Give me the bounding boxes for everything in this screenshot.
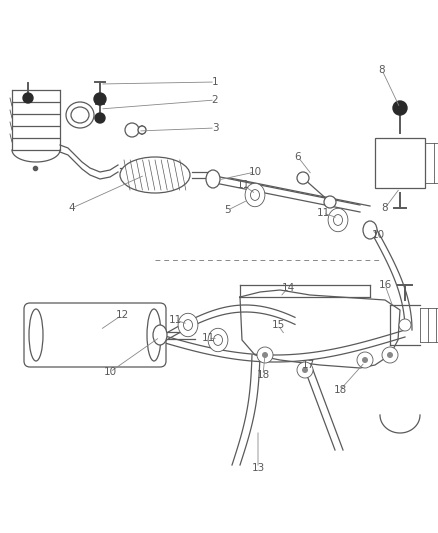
Ellipse shape bbox=[178, 313, 198, 337]
Circle shape bbox=[94, 93, 106, 105]
Circle shape bbox=[261, 352, 267, 358]
Ellipse shape bbox=[29, 309, 43, 361]
Text: 17: 17 bbox=[301, 360, 314, 370]
Text: 10: 10 bbox=[371, 230, 384, 240]
Text: 15: 15 bbox=[271, 320, 284, 330]
Ellipse shape bbox=[71, 107, 89, 123]
Ellipse shape bbox=[213, 335, 222, 345]
Text: 16: 16 bbox=[378, 280, 391, 290]
Text: 11: 11 bbox=[316, 208, 329, 218]
Ellipse shape bbox=[362, 221, 376, 239]
Circle shape bbox=[301, 367, 307, 373]
Circle shape bbox=[297, 362, 312, 378]
Ellipse shape bbox=[147, 309, 161, 361]
Text: 13: 13 bbox=[251, 463, 264, 473]
Text: 14: 14 bbox=[281, 283, 294, 293]
Text: 1: 1 bbox=[211, 77, 218, 87]
Circle shape bbox=[386, 352, 392, 358]
Text: 18: 18 bbox=[256, 370, 269, 380]
Circle shape bbox=[381, 347, 397, 363]
Text: 11: 11 bbox=[201, 333, 214, 343]
Ellipse shape bbox=[125, 123, 139, 137]
Circle shape bbox=[297, 172, 308, 184]
FancyBboxPatch shape bbox=[374, 138, 424, 188]
Ellipse shape bbox=[327, 208, 347, 232]
Text: 12: 12 bbox=[115, 310, 128, 320]
Ellipse shape bbox=[120, 157, 190, 193]
Circle shape bbox=[95, 113, 105, 123]
Text: 5: 5 bbox=[224, 205, 231, 215]
Text: 11: 11 bbox=[168, 315, 181, 325]
Ellipse shape bbox=[153, 325, 166, 345]
Circle shape bbox=[256, 347, 272, 363]
Circle shape bbox=[392, 101, 406, 115]
Text: 10: 10 bbox=[248, 167, 261, 177]
Text: 6: 6 bbox=[294, 152, 300, 162]
Text: 2: 2 bbox=[211, 95, 218, 105]
Ellipse shape bbox=[205, 170, 219, 188]
Ellipse shape bbox=[183, 320, 192, 330]
Ellipse shape bbox=[333, 215, 342, 225]
Circle shape bbox=[138, 126, 146, 134]
Text: 3: 3 bbox=[211, 123, 218, 133]
Ellipse shape bbox=[250, 190, 259, 200]
Circle shape bbox=[23, 93, 33, 103]
Ellipse shape bbox=[66, 102, 94, 128]
FancyBboxPatch shape bbox=[24, 303, 166, 367]
Text: 8: 8 bbox=[381, 203, 388, 213]
Circle shape bbox=[361, 357, 367, 363]
Text: 11: 11 bbox=[236, 180, 249, 190]
Ellipse shape bbox=[244, 183, 264, 207]
Circle shape bbox=[356, 352, 372, 368]
Ellipse shape bbox=[208, 328, 227, 352]
Text: 4: 4 bbox=[68, 203, 75, 213]
Circle shape bbox=[323, 196, 335, 208]
Text: 10: 10 bbox=[103, 367, 117, 377]
Text: 18: 18 bbox=[332, 385, 346, 395]
Text: 8: 8 bbox=[378, 65, 385, 75]
Circle shape bbox=[398, 319, 410, 331]
